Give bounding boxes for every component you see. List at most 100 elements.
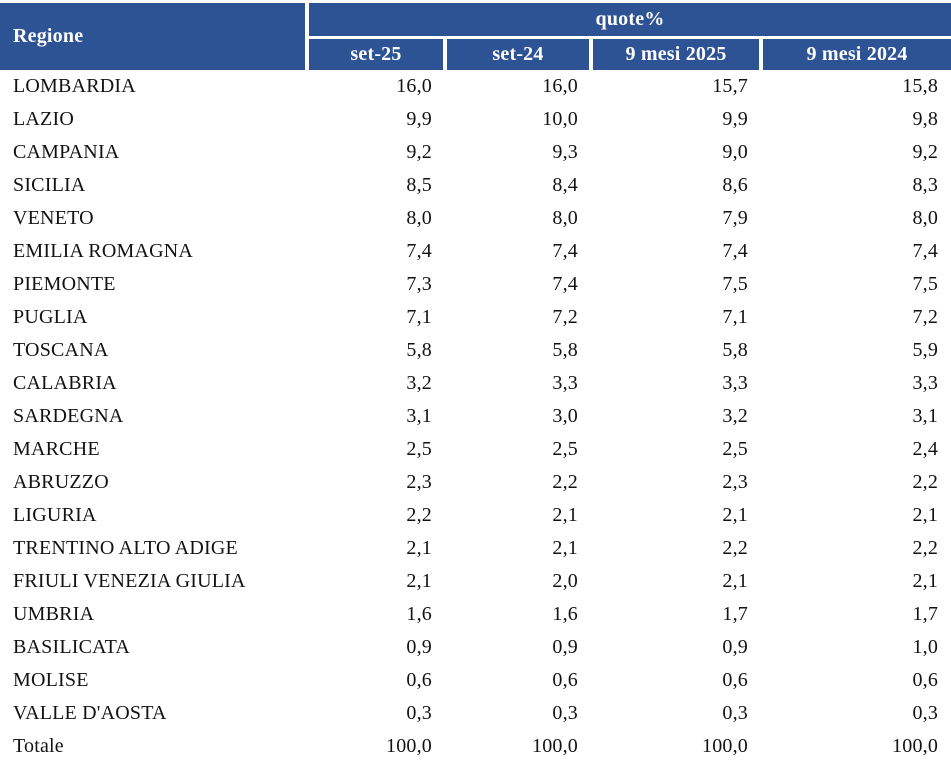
value-cell-9-mesi-2024: 3,3 [912,372,939,394]
table-row: SICILIA 8,5 8,4 8,6 8,3 [0,169,951,202]
region-name-cell: EMILIA ROMAGNA [13,240,194,262]
region-name-cell: MOLISE [13,669,89,691]
region-name-cell: MARCHE [13,438,100,460]
value-cell-set-24: 0,6 [552,669,578,691]
region-name-cell: CALABRIA [13,372,117,394]
regional-quote-share-table: Regione quote% set-25 set-24 9 mesi 2025… [0,3,951,763]
value-cell-set-25: 7,4 [406,240,432,262]
table-row: LAZIO 9,9 10,0 9,9 9,8 [0,103,951,136]
value-cell-set-25: 0,9 [406,636,432,658]
header-group-row: Regione quote% [0,3,951,70]
value-cell-9-mesi-2025: 3,3 [722,372,748,394]
value-cell-9-mesi-2025: 2,5 [722,438,748,460]
table-row: LIGURIA 2,2 2,1 2,1 2,1 [0,499,951,532]
value-cell-9-mesi-2025: 3,2 [722,405,748,427]
value-cell-9-mesi-2024: 9,8 [912,108,939,130]
value-cell-set-24: 5,8 [552,339,578,361]
region-name-cell: LAZIO [13,108,74,130]
value-cell-9-mesi-2024: 0,3 [912,702,939,724]
value-cell-9-mesi-2024: 15,8 [902,75,939,97]
value-cell-set-24: 0,3 [552,702,578,724]
value-cell-set-24: 7,2 [552,306,578,328]
value-cell-9-mesi-2025: 7,4 [722,240,748,262]
value-cell-9-mesi-2024: 2,4 [912,438,939,460]
table-row: PUGLIA 7,1 7,2 7,1 7,2 [0,301,951,334]
table-row: MOLISE 0,6 0,6 0,6 0,6 [0,664,951,697]
value-cell-set-24: 2,1 [552,504,578,526]
value-cell-set-24: 8,4 [552,174,578,196]
region-name-cell: UMBRIA [13,603,95,625]
value-cell-set-24: 100,0 [532,735,578,757]
value-cell-9-mesi-2025: 7,9 [722,207,748,229]
table-row: MARCHE 2,5 2,5 2,5 2,4 [0,433,951,466]
region-name-cell: VENETO [13,207,94,229]
table-row: VALLE D'AOSTA 0,3 0,3 0,3 0,3 [0,697,951,730]
value-cell-set-25: 5,8 [406,339,432,361]
value-cell-set-25: 9,9 [406,108,432,130]
regional-quote-share-page: Regione quote% set-25 set-24 9 mesi 2025… [0,3,951,763]
value-cell-set-25: 3,2 [406,372,432,394]
value-cell-set-25: 9,2 [406,141,432,163]
table-row: CAMPANIA 9,2 9,3 9,0 9,2 [0,136,951,169]
region-name-cell: LIGURIA [13,504,97,526]
value-cell-9-mesi-2024: 2,1 [912,570,939,592]
value-cell-set-24: 3,0 [552,405,578,427]
value-cell-9-mesi-2024: 2,2 [912,537,939,559]
table-row: Totale 100,0 100,0 100,0 100,0 [0,730,951,763]
value-cell-set-24: 2,5 [552,438,578,460]
value-cell-9-mesi-2025: 9,0 [722,141,748,163]
table-row: FRIULI VENEZIA GIULIA 2,1 2,0 2,1 2,1 [0,565,951,598]
value-cell-9-mesi-2024: 0,6 [912,669,939,691]
value-cell-9-mesi-2024: 3,1 [912,405,939,427]
value-cell-9-mesi-2025: 0,6 [722,669,748,691]
value-cell-set-25: 16,0 [396,75,432,97]
value-cell-set-25: 1,6 [406,603,432,625]
value-cell-set-25: 2,5 [406,438,432,460]
table-row: TRENTINO ALTO ADIGE 2,1 2,1 2,2 2,2 [0,532,951,565]
region-name-cell: PIEMONTE [13,273,116,295]
value-cell-set-24: 3,3 [552,372,578,394]
value-cell-set-24: 1,6 [552,603,578,625]
value-cell-9-mesi-2024: 7,5 [912,273,939,295]
value-cell-9-mesi-2025: 0,3 [722,702,748,724]
value-cell-9-mesi-2025: 2,2 [722,537,748,559]
value-cell-set-24: 2,1 [552,537,578,559]
value-cell-set-25: 7,3 [406,273,432,295]
table-row: SARDEGNA 3,1 3,0 3,2 3,1 [0,400,951,433]
region-name-cell: CAMPANIA [13,141,120,163]
value-cell-set-25: 8,5 [406,174,432,196]
column-header-9-mesi-2024: 9 mesi 2024 [758,36,951,70]
value-cell-9-mesi-2024: 100,0 [892,735,939,757]
value-cell-9-mesi-2024: 7,4 [912,240,939,262]
region-name-cell: BASILICATA [13,636,131,658]
value-cell-set-24: 8,0 [552,207,578,229]
value-cell-9-mesi-2024: 7,2 [912,306,939,328]
value-cell-set-24: 7,4 [552,240,578,262]
region-name-cell: SARDEGNA [13,405,124,427]
value-cell-set-24: 2,2 [552,471,578,493]
region-name-cell: PUGLIA [13,306,88,328]
region-name-cell: TOSCANA [13,339,109,361]
value-cell-set-24: 2,0 [552,570,578,592]
value-cell-9-mesi-2025: 2,1 [722,570,748,592]
value-cell-9-mesi-2025: 100,0 [702,735,748,757]
value-cell-9-mesi-2024: 2,1 [912,504,939,526]
value-cell-set-25: 100,0 [386,735,432,757]
table-row: UMBRIA 1,6 1,6 1,7 1,7 [0,598,951,631]
region-name-cell: VALLE D'AOSTA [13,702,167,724]
value-cell-set-24: 16,0 [542,75,578,97]
column-header-9-mesi-2025: 9 mesi 2025 [589,36,761,70]
table-row: LOMBARDIA 16,0 16,0 15,7 15,8 [0,70,951,103]
value-cell-9-mesi-2025: 9,9 [722,108,748,130]
value-cell-set-24: 0,9 [552,636,578,658]
region-name-cell: LOMBARDIA [13,75,136,97]
value-cell-9-mesi-2025: 15,7 [712,75,748,97]
value-cell-set-25: 2,2 [406,504,432,526]
value-cell-set-25: 3,1 [406,405,432,427]
table-row: VENETO 8,0 8,0 7,9 8,0 [0,202,951,235]
column-header-set-24: set-24 [443,36,591,70]
value-cell-9-mesi-2025: 7,1 [722,306,748,328]
value-cell-set-25: 0,3 [406,702,432,724]
region-name-cell: SICILIA [13,174,86,196]
value-cell-set-25: 0,6 [406,669,432,691]
